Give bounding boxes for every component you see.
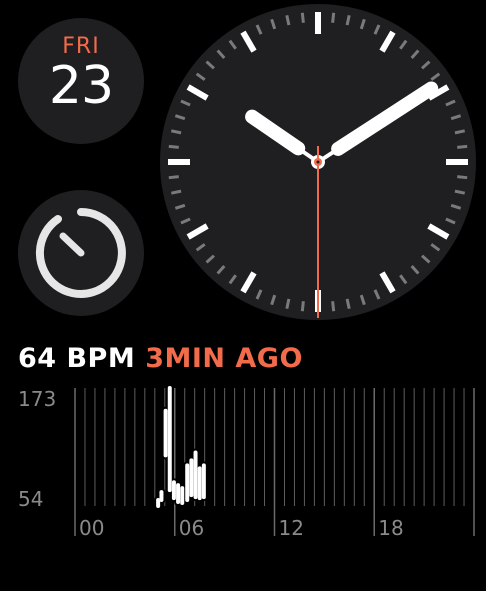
heart-rate-readout[interactable]: 64 BPM 3MIN AGO bbox=[18, 343, 303, 374]
minute-tick bbox=[180, 217, 191, 225]
minute-tick bbox=[345, 298, 351, 310]
minute-tick bbox=[450, 203, 462, 210]
heart-rate-chart[interactable]: 173 54 00 06 12 18 bbox=[0, 380, 486, 540]
minute-tick bbox=[359, 294, 366, 306]
minute-tick bbox=[170, 129, 182, 135]
day-number: 23 bbox=[48, 56, 114, 116]
minute-tick bbox=[180, 99, 191, 107]
minute-tick bbox=[195, 243, 206, 252]
minute-tick bbox=[174, 203, 186, 210]
minute-tick bbox=[228, 39, 237, 50]
heart-rate-samples bbox=[154, 384, 208, 510]
center-dot bbox=[316, 160, 320, 164]
hour-tick bbox=[379, 30, 396, 53]
hour-tick bbox=[186, 223, 209, 240]
minute-tick bbox=[457, 144, 468, 149]
minute-tick bbox=[410, 265, 420, 275]
minute-tick bbox=[270, 294, 277, 306]
minute-tick bbox=[410, 49, 420, 59]
minute-tick bbox=[170, 189, 182, 195]
x-tick-label: 06 bbox=[179, 516, 204, 540]
minute-tick bbox=[421, 254, 431, 264]
minute-tick bbox=[228, 274, 237, 285]
minute-hand bbox=[331, 81, 439, 156]
hour-tick bbox=[240, 30, 257, 53]
minute-tick bbox=[174, 114, 186, 121]
hour-tick bbox=[379, 271, 396, 294]
analog-clock bbox=[160, 4, 476, 320]
heart-rate-time-ago: 3MIN AGO bbox=[145, 343, 303, 374]
day-of-week: FRI bbox=[62, 34, 100, 59]
minute-tick bbox=[430, 243, 441, 252]
minute-tick bbox=[285, 298, 291, 310]
minute-tick bbox=[373, 289, 381, 300]
minute-tick bbox=[285, 14, 291, 26]
minute-tick bbox=[445, 217, 456, 225]
hour-tick bbox=[427, 223, 450, 240]
x-tick-label: 00 bbox=[79, 516, 104, 540]
minute-tick bbox=[430, 72, 441, 81]
minute-tick bbox=[345, 14, 351, 26]
minute-tick bbox=[216, 265, 226, 275]
clock-ticks bbox=[168, 12, 468, 312]
minute-tick bbox=[421, 60, 431, 70]
minute-tick bbox=[399, 274, 408, 285]
stopwatch-icon bbox=[35, 208, 126, 298]
minute-tick bbox=[331, 301, 336, 312]
date-complication[interactable]: FRI 23 bbox=[18, 18, 144, 144]
hour-tick bbox=[240, 271, 257, 294]
heart-rate-value: 64 BPM bbox=[18, 343, 136, 374]
minute-tick bbox=[454, 189, 466, 195]
minute-tick bbox=[359, 18, 366, 30]
minute-tick bbox=[216, 49, 226, 59]
hour-tick bbox=[186, 84, 209, 101]
minute-tick bbox=[445, 99, 456, 107]
minute-tick bbox=[454, 129, 466, 135]
minute-tick bbox=[255, 24, 263, 35]
chart-gridlines bbox=[74, 388, 475, 536]
minute-tick bbox=[450, 114, 462, 121]
minute-tick bbox=[457, 175, 468, 180]
x-tick-label: 12 bbox=[279, 516, 304, 540]
stopwatch-complication[interactable] bbox=[18, 190, 144, 316]
y-min-label: 54 bbox=[18, 487, 43, 511]
minute-tick bbox=[205, 60, 215, 70]
y-max-label: 173 bbox=[18, 387, 56, 411]
minute-tick bbox=[300, 301, 305, 312]
minute-tick bbox=[195, 72, 206, 81]
minute-tick bbox=[255, 289, 263, 300]
x-axis-labels: 00 06 12 18 bbox=[79, 516, 404, 540]
minute-tick bbox=[300, 12, 305, 23]
minute-tick bbox=[205, 254, 215, 264]
minute-tick bbox=[373, 24, 381, 35]
x-tick-label: 18 bbox=[378, 516, 403, 540]
minute-tick bbox=[168, 175, 179, 180]
hour-hand bbox=[245, 109, 306, 156]
minute-tick bbox=[270, 18, 277, 30]
minute-tick bbox=[168, 144, 179, 149]
minute-tick bbox=[331, 12, 336, 23]
minute-tick bbox=[399, 39, 408, 50]
